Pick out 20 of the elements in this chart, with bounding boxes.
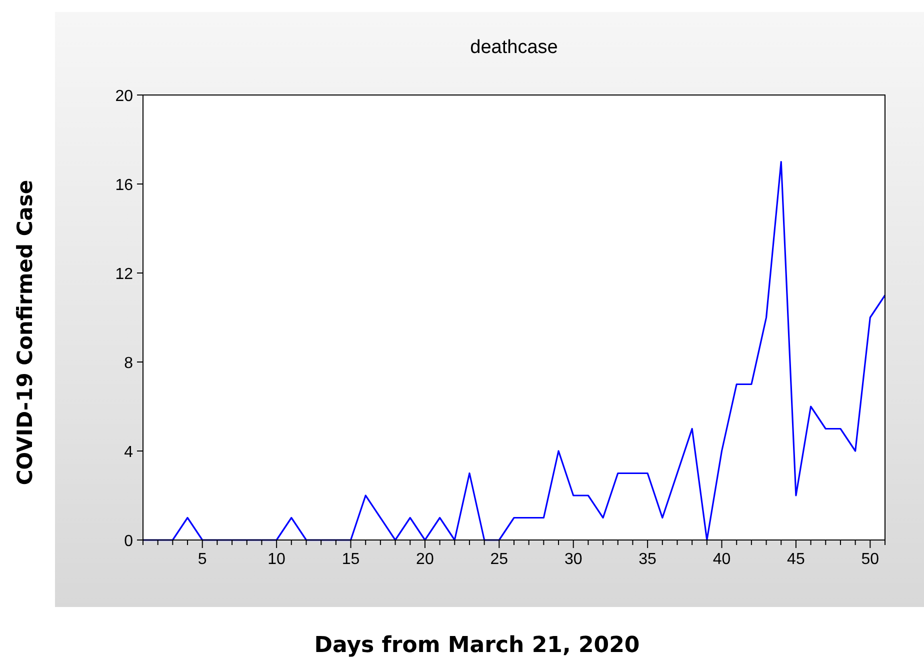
y-tick-label: 0 <box>124 533 134 550</box>
x-tick-label: 25 <box>490 551 508 568</box>
chart-title: deathcase <box>470 37 558 58</box>
x-tick-label: 15 <box>342 551 360 568</box>
y-tick-label: 12 <box>115 266 134 283</box>
x-tick-label: 30 <box>564 551 582 568</box>
line-series <box>142 160 886 541</box>
y-tick-label: 8 <box>124 355 134 372</box>
x-axis-title: Days from March 21, 2020 <box>314 633 640 658</box>
x-tick-label: 10 <box>268 551 286 568</box>
x-tick-label: 50 <box>861 551 880 568</box>
y-tick-label: 4 <box>124 444 134 461</box>
x-tick-label: 20 <box>416 551 434 568</box>
x-tick-label: 5 <box>198 551 207 568</box>
x-tick-label: 35 <box>638 551 657 568</box>
y-axis-title: COVID-19 Confirmed Case <box>13 180 37 486</box>
x-tick-label: 45 <box>787 551 805 568</box>
x-tick-label: 40 <box>712 551 731 568</box>
y-tick-label: 20 <box>115 88 134 105</box>
y-tick-label: 16 <box>115 177 134 194</box>
